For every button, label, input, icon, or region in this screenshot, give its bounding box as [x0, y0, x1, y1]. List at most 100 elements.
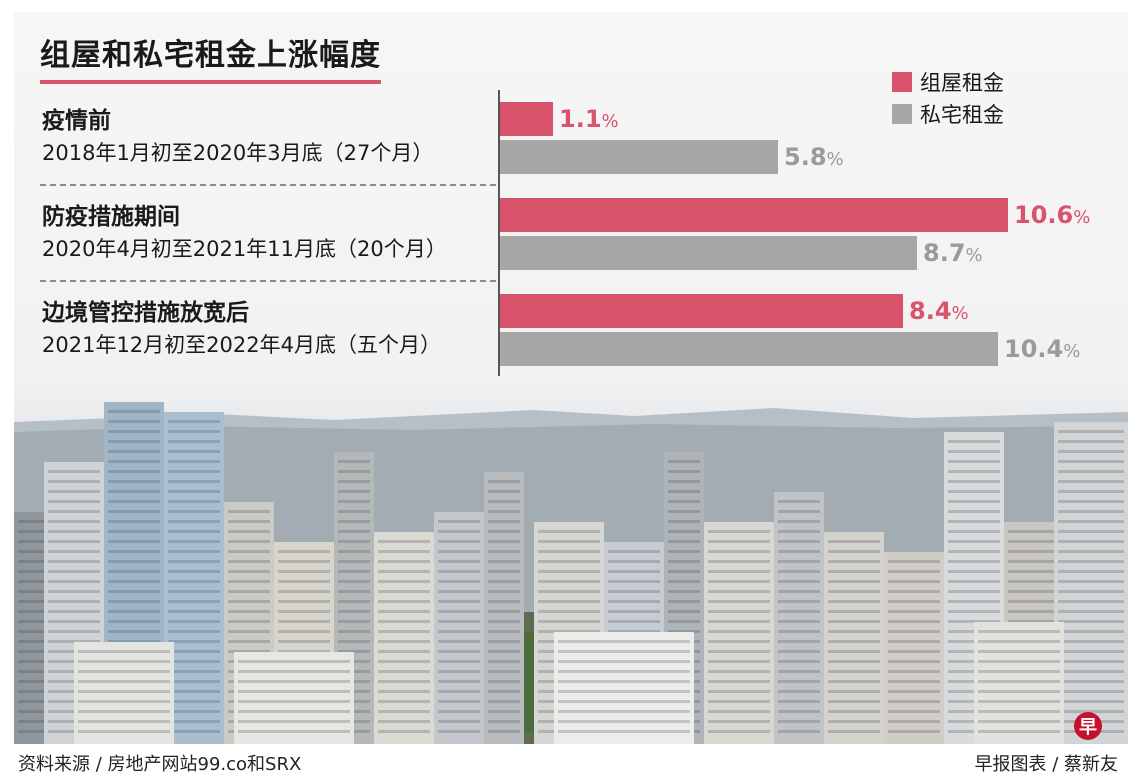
building-window-row	[948, 550, 1000, 553]
building-window-row	[168, 530, 220, 533]
building-window-row	[338, 640, 370, 643]
building-window-row	[948, 500, 1000, 503]
building-window-row	[438, 540, 480, 543]
building-window-row	[228, 550, 270, 553]
building-window-row	[278, 630, 330, 633]
building-window-row	[668, 550, 700, 553]
building-window-row	[108, 470, 160, 473]
building-window-row	[778, 690, 820, 693]
bar-public-3	[500, 294, 903, 328]
building-window-row	[828, 570, 880, 573]
building-window-row	[1058, 480, 1124, 483]
building-window-row	[18, 550, 50, 553]
building-window-row	[228, 510, 270, 513]
building-window-row	[1058, 670, 1124, 673]
building-window-row	[1008, 560, 1060, 563]
building-window-row	[78, 680, 170, 683]
bar-value-public-2: 10.6%	[1014, 201, 1091, 229]
building-window-row	[828, 590, 880, 593]
building-window-row	[558, 700, 690, 703]
category-3-period: 2021年12月初至2022年4月底（五个月）	[42, 333, 441, 357]
building-window-row	[338, 510, 370, 513]
building-window-row	[488, 490, 520, 493]
building-window-row	[1058, 610, 1124, 613]
building-window-row	[48, 480, 100, 483]
building-window-row	[828, 670, 880, 673]
building-window-row	[338, 630, 370, 633]
building-window-row	[18, 610, 50, 613]
building-window-row	[778, 720, 820, 723]
building-window-row	[168, 560, 220, 563]
building-window-row	[48, 520, 100, 523]
building-window-row	[948, 530, 1000, 533]
building-window-row	[338, 530, 370, 533]
building-window-row	[338, 610, 370, 613]
building-window-row	[438, 730, 480, 733]
building-window-row	[488, 510, 520, 513]
building-window-row	[708, 590, 770, 593]
category-2-name: 防疫措施期间	[42, 204, 180, 230]
building-window-row	[1008, 620, 1060, 623]
building-window-row	[1058, 490, 1124, 493]
building-window-row	[378, 710, 430, 713]
building-window-row	[168, 670, 220, 673]
building-window-row	[488, 730, 520, 733]
building-window-row	[778, 700, 820, 703]
category-3-name: 边境管控措施放宽后	[42, 300, 249, 326]
building-window-row	[378, 620, 430, 623]
building-window-row	[78, 670, 170, 673]
building-window-row	[48, 610, 100, 613]
building-window-row	[778, 580, 820, 583]
building-window-row	[708, 680, 770, 683]
building-window-row	[168, 590, 220, 593]
building-window-row	[778, 600, 820, 603]
building-window-row	[888, 670, 940, 673]
legend-label-private: 私宅租金	[920, 103, 1004, 127]
building-window-row	[438, 660, 480, 663]
building-window-row	[828, 630, 880, 633]
building-window-row	[438, 680, 480, 683]
building-window-row	[668, 630, 700, 633]
building-window-row	[168, 660, 220, 663]
building-window-row	[238, 710, 350, 713]
building-window-row	[778, 510, 820, 513]
bar-private-2	[500, 236, 917, 270]
building-window-row	[708, 580, 770, 583]
axis-line	[498, 90, 500, 376]
building-window-row	[778, 550, 820, 553]
legend-swatch-private	[892, 104, 912, 124]
building-window-row	[828, 660, 880, 663]
building-window-row	[948, 460, 1000, 463]
category-1-name: 疫情前	[42, 108, 111, 134]
building-shape	[1054, 422, 1128, 744]
building-window-row	[438, 710, 480, 713]
building-window-row	[108, 570, 160, 573]
building-window-row	[828, 540, 880, 543]
building-window-row	[558, 710, 690, 713]
building-window-row	[108, 500, 160, 503]
building-window-row	[108, 580, 160, 583]
building-window-row	[668, 490, 700, 493]
building-window-row	[668, 500, 700, 503]
building-window-row	[228, 520, 270, 523]
building-window-row	[668, 540, 700, 543]
building-window-row	[488, 660, 520, 663]
building-window-row	[18, 690, 50, 693]
building-window-row	[378, 670, 430, 673]
building-window-row	[108, 520, 160, 523]
building-window-row	[1058, 500, 1124, 503]
building-window-row	[168, 550, 220, 553]
building-window-row	[888, 610, 940, 613]
building-window-row	[168, 600, 220, 603]
building-window-row	[168, 650, 220, 653]
building-window-row	[558, 650, 690, 653]
building-window-row	[228, 630, 270, 633]
building-shape	[774, 492, 824, 744]
building-window-row	[888, 680, 940, 683]
building-window-row	[338, 550, 370, 553]
building-window-row	[1008, 570, 1060, 573]
building-window-row	[668, 590, 700, 593]
building-window-row	[778, 610, 820, 613]
building-window-row	[1058, 690, 1124, 693]
building-window-row	[828, 730, 880, 733]
